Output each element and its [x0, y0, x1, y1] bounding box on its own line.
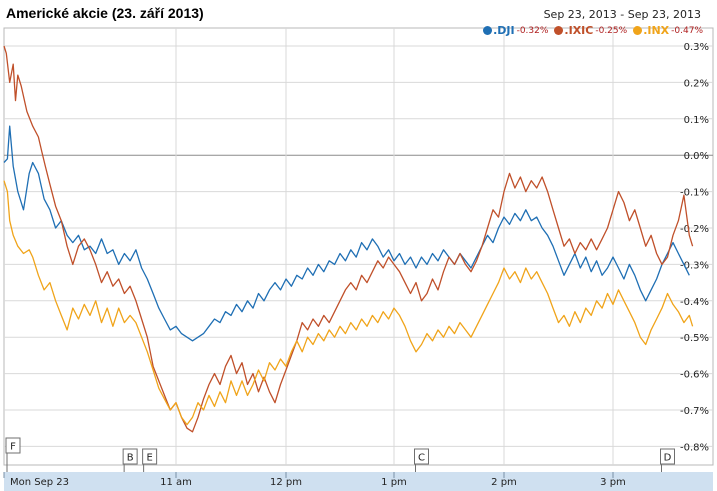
y-tick-label: -0.4% [680, 297, 709, 308]
legend-dot-icon [633, 26, 643, 35]
event-marker-e[interactable]: E [142, 448, 158, 472]
y-tick-label: -0.7% [680, 406, 709, 417]
event-marker-f[interactable]: F [5, 437, 21, 472]
y-tick-label: 0.3% [684, 42, 709, 53]
y-tick-label: -0.5% [680, 333, 709, 344]
x-axis-ticks: Mon Sep 23 11 am 12 pm 1 pm 2 pm 3 pm [3, 472, 626, 488]
event-marker-b[interactable]: B [122, 448, 138, 472]
y-tick-label: -0.6% [680, 370, 709, 381]
x-tick-label: Mon Sep 23 [10, 477, 69, 488]
y-tick-label: 0.1% [684, 115, 709, 126]
event-marker-box [142, 448, 158, 465]
y-tick-label: 0.2% [684, 78, 709, 89]
x-tick-label: 3 pm [600, 477, 626, 488]
y-tick-label: -0.2% [680, 224, 709, 235]
event-marker-c[interactable]: C [414, 448, 429, 472]
event-markers: F B E C D [5, 437, 675, 472]
x-tick-label: 11 am [160, 477, 192, 488]
legend-change: -0.25% [595, 25, 628, 36]
y-tick-label: 0.0% [684, 151, 709, 162]
legend-item-dji[interactable]: .DJI -0.32% [483, 24, 548, 37]
event-marker-label: E [146, 453, 152, 464]
chart-title: Americké akcie (23. září 2013) [6, 5, 204, 21]
event-marker-label: F [10, 442, 16, 453]
y-tick-label: -0.3% [680, 260, 709, 271]
legend-item-inx[interactable]: .INX -0.47% [633, 24, 703, 37]
x-tick-label: 1 pm [381, 477, 407, 488]
legend-change: -0.32% [516, 25, 549, 36]
date-range-separator: - [620, 8, 625, 21]
legend-symbol: .IXIC [564, 24, 594, 37]
date-range-from: Sep 23, 2013 [543, 8, 617, 21]
legend-dot-icon [483, 26, 493, 35]
event-marker-label: D [664, 453, 672, 464]
legend-dot-icon [554, 26, 564, 35]
event-marker-box [414, 448, 429, 465]
grid [4, 28, 713, 465]
date-range-to: Sep 23, 2013 [627, 8, 701, 21]
plot-frame [3, 27, 714, 466]
x-axis-bar [4, 472, 713, 491]
y-tick-label: -0.1% [680, 188, 709, 199]
series-lines [3, 45, 694, 433]
x-tick-label: 12 pm [270, 477, 302, 488]
event-marker-box [5, 437, 21, 454]
date-range: Sep 23, 2013 - Sep 23, 2013 [544, 8, 701, 21]
event-marker-d[interactable]: D [660, 448, 675, 472]
y-tick-label: -0.8% [680, 442, 709, 453]
legend-change: -0.47% [671, 25, 703, 36]
legend: .DJI -0.32% .IXIC -0.25% .INX -0.47% [483, 24, 703, 37]
event-marker-box [660, 448, 675, 465]
event-marker-box [122, 448, 138, 465]
series-line-inx [3, 180, 694, 426]
legend-symbol: .INX [643, 24, 670, 37]
event-marker-label: C [418, 453, 425, 464]
series-line-ixic [3, 45, 694, 433]
x-tick-label: 2 pm [491, 477, 517, 488]
y-axis-labels: 0.3% 0.2% 0.1% 0.0% -0.1% -0.2% -0.3% -0.4% -0.5… [680, 42, 709, 453]
legend-symbol: .DJI [493, 24, 515, 37]
event-marker-label: B [127, 453, 134, 464]
legend-item-ixic[interactable]: .IXIC -0.25% [554, 24, 627, 37]
